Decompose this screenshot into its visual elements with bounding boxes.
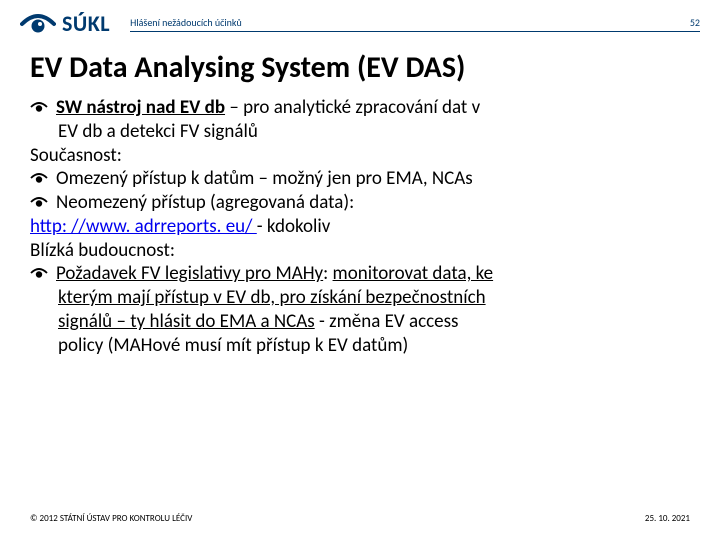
- bullet-2-text: Omezený přístup k datům – možný jen pro …: [56, 167, 473, 191]
- bullet-item-1: SW nástroj nad EV db – pro analytické zp…: [30, 96, 690, 120]
- eye-bullet-icon: [30, 196, 48, 209]
- soucasnost-line: Současnost:: [30, 144, 690, 168]
- cont-line-3: policy (MAHové musí mít přístup k EV dat…: [30, 334, 690, 358]
- bullet-item-4: Požadavek FV legislativy pro MAHy: monit…: [30, 262, 690, 286]
- b4c: monitorovat data, ke: [333, 262, 494, 285]
- cont2a: signálů – ty hlásit do EMA a NCAs: [58, 310, 315, 333]
- eye-bullet-icon: [30, 267, 48, 280]
- copyright-text: © 2012 STÁTNÍ ÚSTAV PRO KONTROLU LÉČIV: [30, 513, 192, 524]
- b4a: Požadavek FV legislativy pro MAHy: [56, 262, 323, 285]
- eye-icon: [20, 11, 56, 37]
- blizka-line: Blízká budoucnost:: [30, 239, 690, 263]
- logo-text: SÚKL: [62, 10, 110, 37]
- header-right: Hlášení nežádoucích účinků 52: [130, 16, 700, 32]
- content-body: SW nástroj nad EV db – pro analytické zp…: [0, 96, 720, 357]
- eye-bullet-icon: [30, 101, 48, 114]
- b4b: :: [323, 262, 332, 285]
- bullet-item-2: Omezený přístup k datům – možný jen pro …: [30, 167, 690, 191]
- bullet1-rest: – pro analytické zpracování dat v: [225, 96, 480, 119]
- eye-bullet-icon: [30, 172, 48, 185]
- header-subtitle: Hlášení nežádoucích účinků: [130, 16, 242, 29]
- adr-link[interactable]: http: //www. adrreports. eu/: [30, 215, 257, 238]
- bullet-4-text: Požadavek FV legislativy pro MAHy: monit…: [56, 262, 493, 286]
- bullet1-bold: SW nástroj nad EV db: [56, 96, 225, 119]
- page-title: EV Data Analysing System (EV DAS): [0, 37, 720, 96]
- link-line: http: //www. adrreports. eu/ - kdokoliv: [30, 215, 690, 239]
- slide-header: SÚKL Hlášení nežádoucích účinků 52: [0, 0, 720, 37]
- cont-line-1: kterým mají přístup v EV db, pro získání…: [30, 286, 690, 310]
- cont2b: - změna EV access: [315, 310, 459, 333]
- cont-line-2: signálů – ty hlásit do EMA a NCAs - změn…: [30, 310, 690, 334]
- footer-date: 25. 10. 2021: [645, 513, 690, 524]
- line-2: EV db a detekci FV signálů: [30, 120, 690, 144]
- page-number: 52: [690, 16, 700, 29]
- footer: © 2012 STÁTNÍ ÚSTAV PRO KONTROLU LÉČIV 2…: [30, 513, 690, 524]
- bullet-item-3: Neomezený přístup (agregovaná data):: [30, 191, 690, 215]
- link-after: - kdokoliv: [257, 215, 331, 238]
- cont1: kterým mají přístup v EV db, pro získání…: [58, 286, 486, 309]
- bullet-1-text: SW nástroj nad EV db – pro analytické zp…: [56, 96, 480, 120]
- logo: SÚKL: [20, 10, 110, 37]
- bullet-3-text: Neomezený přístup (agregovaná data):: [56, 191, 354, 215]
